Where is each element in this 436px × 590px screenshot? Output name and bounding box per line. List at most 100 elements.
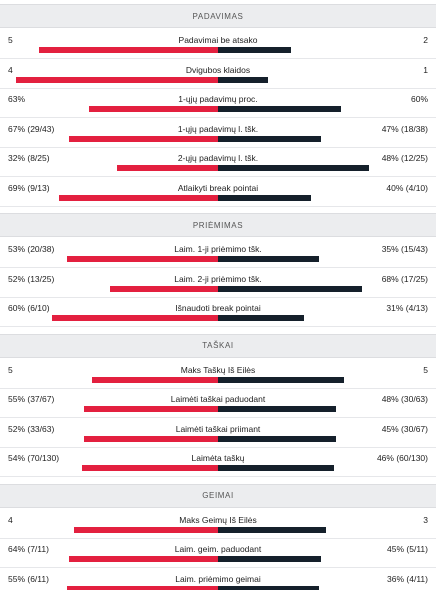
stat-value-away: 68% (17/25) [381,273,428,284]
stat-label: Dvigubos klaidos [185,64,251,75]
stat-row-maks-tasku-is-eiles: 5 Maks Taškų Iš Eilės 5 [0,360,436,389]
stat-row-maks-geimu-is-eiles: 4 Maks Geimų Iš Eilės 3 [0,510,436,539]
stat-bar-away [218,585,319,590]
stat-value-home: 67% (29/43) [8,123,55,134]
stat-value-home: 54% (70/130) [8,453,60,463]
stat-bar-away [218,256,319,262]
stat-value-away: 1 [423,64,428,75]
stat-row-atlaikyti-break-pointai: 69% (9/13) Atlaikyti break pointai 40% (4/… [0,178,436,207]
stat-value-away: 2 [423,35,428,45]
stat-row-1-uju-padavimu-proc: 63% 1-ųjų padavimų proc. 60% [0,89,436,118]
stat-bar-away [218,526,326,533]
stat-row-laimeta-tasku: 54% (70/130) Laimėta taškų 46% (60/130) [0,448,436,477]
stat-value-home: 55% (6/11) [8,573,49,584]
stat-value-home: 52% (13/25) [8,273,55,284]
stat-value-home: 63% [8,94,26,104]
stat-value-away: 40% (4/10) [386,182,428,193]
section-header-geimai: GEIMAI [0,483,436,508]
stat-bar-home [74,526,218,533]
stat-value-home: 69% (9/13) [8,182,50,193]
stat-row-dvigubos-klaidos: 4 Dvigubos klaidos 1 [0,60,436,89]
stat-value-home: 60% (6/10) [8,303,50,313]
stat-value-home: 5 [8,364,13,375]
stat-value-home: 64% (7/11) [8,544,49,554]
stat-label: Laim. geim. paduodant [174,544,262,554]
stat-value-away: 46% (60/130) [376,453,428,463]
stat-row-padavimai-be-atsako: 5 Padavimai be atsako 2 [0,30,436,59]
stat-value-away: 48% (12/25) [381,153,428,163]
stat-value-away: 47% (18/38) [381,123,428,134]
stat-row-laim-priemimo-geimai: 55% (6/11) Laim. priėmimo geimai 36% (4/11… [0,569,436,590]
stat-value-away: 45% (5/11) [387,544,428,554]
stat-bar-away [218,556,321,562]
stat-bar-home [89,106,218,112]
stat-value-home: 4 [8,64,13,75]
stat-bar-home [16,76,218,83]
stat-value-away: 48% (30/63) [381,394,428,404]
stat-bar-home [69,135,218,142]
stat-value-away: 31% (4/13) [386,303,428,313]
stat-value-away: 35% (15/43) [381,244,428,254]
stat-bar-home [69,556,218,562]
stat-label: Laim. 2-ji priėmimo tšk. [174,273,262,284]
stat-row-2-uju-padavimu-l-tsk: 32% (8/25) 2-ųjų padavimų l. tšk. 48% (12/… [0,148,436,177]
stat-label: Maks Geimų Iš Eilės [179,514,257,525]
stat-value-away: 45% (30/67) [381,423,428,434]
stat-value-away: 60% [410,94,428,104]
stat-bar-home [59,194,218,201]
stat-label: Laimėti taškai paduodant [170,394,266,404]
stat-row-laimeti-taskai-priimant: 52% (33/63) Laimėti taškai priimant 45% (3… [0,419,436,448]
stat-label: 2-ųjų padavimų l. tšk. [177,153,259,163]
stat-bar-home [67,585,218,590]
stat-row-isnaudoti-break-pointai: 60% (6/10) Išnaudoti break pointai 31% (4/… [0,298,436,327]
stat-label: Laimėta taškų [191,453,245,463]
stat-bar-home [84,406,218,412]
stat-label: Padavimai be atsako [178,35,258,45]
stat-label: 1-ųjų padavimų proc. [178,94,258,104]
stat-bar-home [84,435,218,442]
stat-bar-away [218,465,334,471]
stat-label: Maks Taškų Iš Eilės [180,364,256,375]
stat-label: Atlaikyti break pointai [177,182,259,193]
stat-value-home: 52% (33/63) [8,423,55,434]
stat-bar-away [218,406,336,412]
stat-value-home: 55% (37/67) [8,394,55,404]
stat-bar-away [218,76,268,83]
stat-row-laim-1-ji-priemimo-tsk: 53% (20/38) Laim. 1-ji priėmimo tšk. 35% (… [0,239,436,268]
stat-bar-away [218,135,321,142]
stat-bar-home [67,256,218,262]
stat-bar-away [218,376,344,383]
stat-bar-home [52,315,218,321]
stat-row-laim-2-ji-priemimo-tsk: 52% (13/25) Laim. 2-ji priėmimo tšk. 68% (… [0,269,436,298]
stat-row-laim-geim-paduodant: 64% (7/11) Laim. geim. paduodant 45% (5/11… [0,539,436,568]
stat-value-away: 36% (4/11) [387,573,428,584]
stat-bar-away [218,435,336,442]
stat-label: Laim. 1-ji priėmimo tšk. [174,244,262,254]
stat-value-away: 5 [423,364,428,375]
stat-bar-away [218,106,341,112]
stat-row-laimeti-taskai-paduodant: 55% (37/67) Laimėti taškai paduodant 48% (… [0,389,436,418]
stat-label: Išnaudoti break pointai [175,303,261,313]
section-header-priemimas: PRIĖMIMAS [0,213,436,237]
stat-bar-away [218,315,304,321]
stat-bar-home [117,165,218,171]
stat-label: Laim. priėmimo geimai [175,573,261,584]
stat-value-home: 32% (8/25) [8,153,50,163]
section-header-padavimas: PADAVIMAS [0,4,436,28]
stat-label: 1-ųjų padavimų l. tšk. [177,123,259,134]
stat-label: Laimėti taškai priimant [175,423,261,434]
stat-bar-home [92,376,218,383]
stat-value-away: 3 [423,514,428,525]
stat-value-home: 5 [8,35,13,45]
stat-value-home: 53% (20/38) [8,244,55,254]
stat-bar-home [82,465,218,471]
section-header-taskai: TAŠKAI [0,333,436,358]
stat-value-home: 4 [8,514,13,525]
stat-bar-away [218,165,369,171]
stat-row-1-uju-padavimu-l-tsk: 67% (29/43) 1-ųjų padavimų l. tšk. 47% (18… [0,119,436,148]
stat-bar-away [218,194,311,201]
stat-bar-home [39,47,218,53]
stat-bar-home [110,285,218,292]
stat-bar-away [218,47,291,53]
